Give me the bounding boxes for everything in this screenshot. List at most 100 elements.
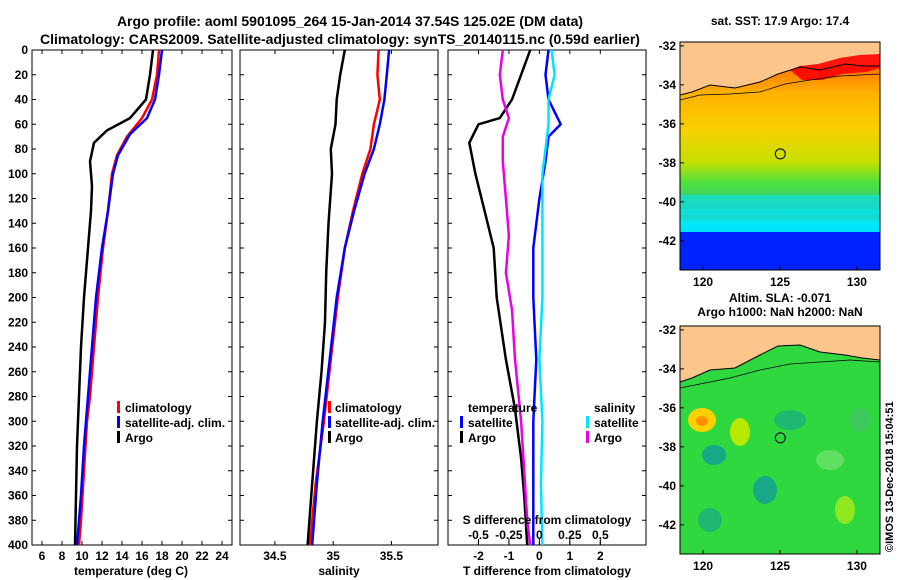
sla-anomaly [730, 418, 750, 446]
legend-swatch-salinity-satellite [586, 416, 589, 428]
legend-swatch-argo [328, 431, 331, 443]
map-y-tick-label: -32 [659, 323, 677, 337]
sla-anomaly [835, 496, 855, 524]
argo-location-marker [774, 432, 786, 444]
x-tick-label: 18 [155, 549, 169, 563]
map-y-tick-label: -42 [659, 518, 677, 532]
sla-map-title: Altim. SLA: -0.071 [729, 291, 831, 305]
x-tick-label: 20 [175, 549, 189, 563]
legend-label-temperature-argo: Argo [468, 431, 496, 445]
y-tick-label: 140 [8, 216, 28, 230]
x-tick-label: 2 [597, 549, 604, 563]
legend-swatch-temperature-argo [460, 431, 463, 443]
header-line-1: Argo profile: aoml 5901095_264 15-Jan-20… [117, 13, 583, 29]
y-tick-label: 380 [8, 513, 28, 527]
sla-anomaly [850, 408, 870, 432]
salinity-series [306, 49, 391, 546]
x-tick-label: 10 [75, 549, 89, 563]
y-tick-label: 20 [15, 68, 29, 82]
map-y-tick-label: -34 [659, 78, 677, 92]
y-tick-label: 320 [8, 439, 28, 453]
sla-coastline [680, 344, 880, 383]
s-difference-axis-ticks: -0.5 -0.25 0 0.25 0.5 [468, 528, 609, 545]
t-difference-axis-label: T difference from climatology [463, 564, 631, 578]
y-tick-label: 360 [8, 489, 28, 503]
imos-credit: ©IMOS 13-Dec-2018 15:04:51 [884, 401, 896, 552]
sst-land [680, 42, 880, 95]
legend-label-salinity-satellite: satellite [594, 416, 639, 430]
y-tick-label: 100 [8, 167, 28, 181]
map-y-tick-label: -32 [659, 39, 677, 53]
legend-swatch-salinity-argo [586, 431, 589, 443]
salinity-panel: 34.5 35 35.5 salinity climatology satellit… [239, 49, 439, 578]
salinity-pressure-ticks [240, 49, 438, 546]
series-line-temperature-argo [468, 49, 532, 546]
map-y-tick-label: -38 [659, 440, 677, 454]
map-x-tick-label: 130 [847, 559, 867, 573]
map-y-tick-label: -42 [659, 234, 677, 248]
series-line-argo [306, 49, 347, 546]
legend-label-satellite: satellite-adj. clim. [335, 416, 435, 430]
y-tick-label: 60 [15, 117, 29, 131]
legend-title-temperature: temperature [468, 401, 538, 415]
map-y-tick-label: -36 [659, 401, 677, 415]
sla-map-panel: Altim. SLA: -0.071 Argo h1000: NaN h2000… [659, 291, 881, 573]
x-tick-label: -2 [473, 549, 484, 563]
temperature-axis-label: temperature (deg C) [74, 564, 188, 578]
temperature-panel: 0 20 40 60 80 100 120 140 160 180 200 220 240 260 280 3… [8, 43, 233, 578]
legend-label-argo: Argo [125, 431, 153, 445]
x-tick-label: 14 [115, 549, 129, 563]
y-tick-label: 80 [15, 142, 29, 156]
legend-label-argo: Argo [335, 431, 363, 445]
legend-label-climatology: climatology [335, 401, 402, 415]
x-tick-label: 8 [59, 549, 66, 563]
series-line-satellite-adj-clim- [75, 49, 164, 546]
salinity-axis-ticks: 34.5 35 35.5 [263, 50, 403, 563]
legend-swatch-climatology [328, 401, 331, 413]
map-y-tick-label: -34 [659, 362, 677, 376]
x-tick-label: 12 [95, 549, 109, 563]
map-y-tick-label: -36 [659, 117, 677, 131]
series-line-argo [73, 49, 155, 546]
sla-shelf-contour [680, 359, 880, 389]
difference-pressure-ticks [448, 49, 646, 546]
y-tick-label: 0 [21, 43, 28, 57]
header-line-2: Climatology: CARS2009. Satellite-adjuste… [40, 31, 640, 47]
sla-anomaly [696, 416, 708, 426]
legend-label-satellite: satellite-adj. clim. [125, 416, 225, 430]
salinity-legend: climatology satellite-adj. clim. Argo [328, 401, 435, 445]
legend-swatch-climatology [117, 401, 120, 413]
argo-location-marker [774, 148, 786, 160]
y-tick-label: 200 [8, 291, 28, 305]
sst-band-cool [680, 195, 880, 215]
pressure-axis-ticks: 0 20 40 60 80 100 120 140 160 180 200 220 240 260 280 3… [8, 43, 232, 552]
x-tick-label: -1 [504, 549, 515, 563]
difference-panel: -2 -1 0 1 2 S difference from climatology -0… [447, 49, 647, 578]
y-tick-label: 240 [8, 340, 28, 354]
temperature-plot-frame [31, 49, 233, 546]
y-tick-label: 300 [8, 414, 28, 428]
x-tick-label: 1 [567, 549, 574, 563]
x-tick-label: 34.5 [263, 549, 287, 563]
map-x-tick-label: 130 [847, 275, 867, 289]
series-line-satellite-adj-clim- [310, 49, 391, 546]
series-line-salinity-argo [498, 49, 532, 546]
sla-anomaly [816, 450, 844, 470]
x-tick-label: 35 [326, 549, 340, 563]
map-y-tick-label: -40 [659, 195, 677, 209]
y-tick-label: 120 [8, 192, 28, 206]
sla-anomaly [698, 508, 722, 532]
sla-map-ticks: 120 125 130 -32 -34 -36 -38 -40 -42 [659, 323, 868, 573]
sla-map-subtitle: Argo h1000: NaN h2000: NaN [697, 305, 862, 319]
s-tick-label: 0.5 [592, 528, 609, 542]
y-tick-label: 260 [8, 365, 28, 379]
legend-label-climatology: climatology [125, 401, 192, 415]
y-tick-label: 180 [8, 266, 28, 280]
s-tick-label: 0.25 [558, 528, 582, 542]
s-difference-axis-label: S difference from climatology [463, 513, 632, 527]
x-tick-label: 22 [195, 549, 209, 563]
y-tick-label: 340 [8, 464, 28, 478]
sst-band-deep [680, 232, 880, 270]
sst-coast-red [790, 54, 880, 80]
sst-map-panel: sat. SST: 17.9 Argo: 17.4 120 125 130 -32 -3… [659, 14, 881, 289]
